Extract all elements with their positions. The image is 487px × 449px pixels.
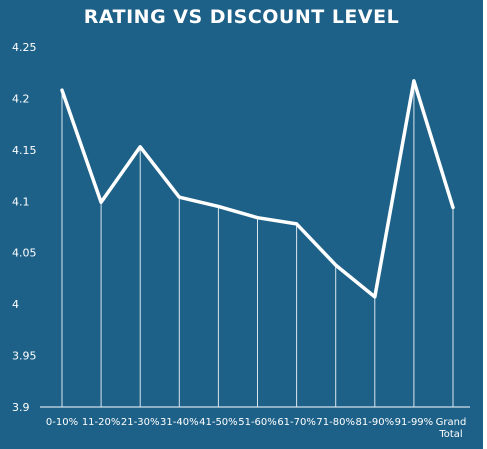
x-tick-label: Grand Total bbox=[436, 417, 467, 440]
x-tick-label: 0-10% bbox=[46, 417, 78, 428]
y-tick-label: 3.95 bbox=[12, 350, 37, 363]
x-tick-label: 51-60% bbox=[238, 417, 277, 428]
chart-title: RATING VS DISCOUNT LEVEL bbox=[83, 6, 400, 28]
x-tick-label: 91-99% bbox=[395, 417, 434, 428]
y-axis-ticks: 3.9 3.95 4 4.05 4.1 4.15 4.2 4.25 bbox=[12, 41, 37, 414]
y-tick-label: 4.2 bbox=[12, 92, 30, 105]
series-line bbox=[60, 79, 455, 299]
y-tick-label: 3.9 bbox=[12, 401, 30, 414]
x-tick-label: 31-40% bbox=[160, 417, 199, 428]
x-axis-ticks: 0-10% 11-20% 21-30% 31-40% 41-50% 51-60% 61-70… bbox=[46, 417, 466, 440]
y-tick-label: 4.1 bbox=[12, 195, 30, 208]
y-tick-label: 4.05 bbox=[12, 247, 37, 260]
x-tick-label: 11-20% bbox=[82, 417, 121, 428]
y-tick-label: 4.15 bbox=[12, 144, 37, 157]
x-tick-label: 41-50% bbox=[199, 417, 238, 428]
x-tick-label: 71-80% bbox=[316, 417, 355, 428]
y-tick-label: 4.25 bbox=[12, 41, 37, 54]
x-tick-label: 21-30% bbox=[121, 417, 160, 428]
drop-lines bbox=[40, 80, 470, 408]
x-tick-label: 61-70% bbox=[277, 417, 316, 428]
x-tick-label: 81-90% bbox=[356, 417, 395, 428]
y-tick-label: 4 bbox=[12, 298, 19, 311]
